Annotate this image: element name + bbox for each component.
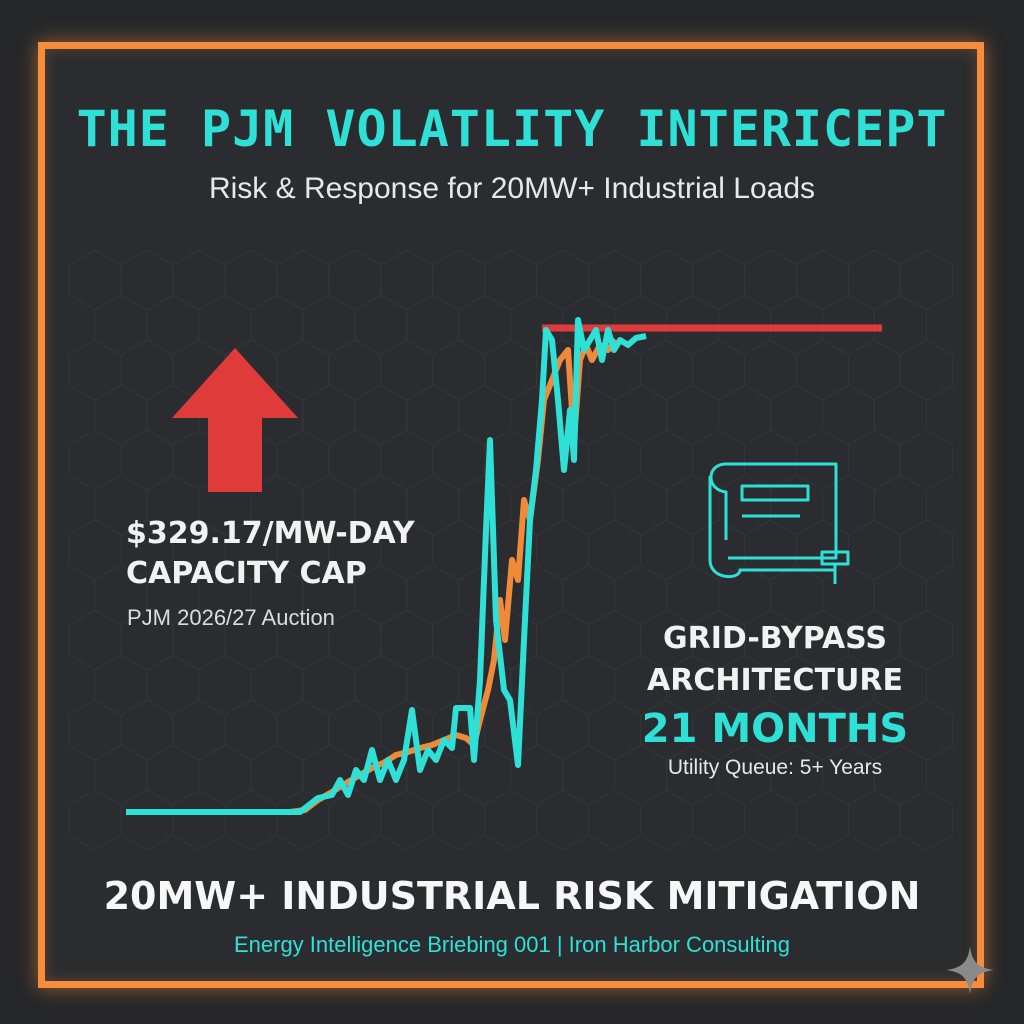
footer-subtitle: Energy Intelligence Briebing 001 | Iron …	[233, 932, 791, 957]
footer-title: 20MW+ INDUSTRIAL RISK MITIGATION	[103, 874, 921, 918]
up-arrow-icon	[172, 348, 298, 492]
page-title: THE PJM VOLATLITY INTERICEPT	[76, 100, 948, 158]
stat-line-price: $329.17/MW-DAY	[126, 516, 415, 551]
stat-source: PJM 2026/27 Auction	[127, 605, 335, 630]
stat-line-label: CAPACITY CAP	[126, 556, 367, 591]
hex-cell	[899, 789, 953, 851]
months-stat: 21 MONTHS	[641, 706, 909, 752]
page-subtitle: Risk & Response for 20MW+ Industrial Loa…	[208, 172, 816, 205]
teal-series-line	[126, 317, 647, 815]
utility-queue-text: Utility Queue: 5+ Years	[667, 756, 883, 779]
grid-bypass-panel: GRID-BYPASS ARCHITECTURE 21 MONTHS Utili…	[640, 618, 910, 780]
capacity-cap-stat: $329.17/MW-DAY CAPACITY CAP	[126, 514, 415, 594]
sparkle-icon	[946, 946, 994, 994]
grid-bypass-heading-1: GRID-BYPASS	[662, 621, 888, 656]
blueprint-icon	[708, 462, 850, 584]
grid-bypass-heading-2: ARCHITECTURE	[647, 663, 903, 698]
